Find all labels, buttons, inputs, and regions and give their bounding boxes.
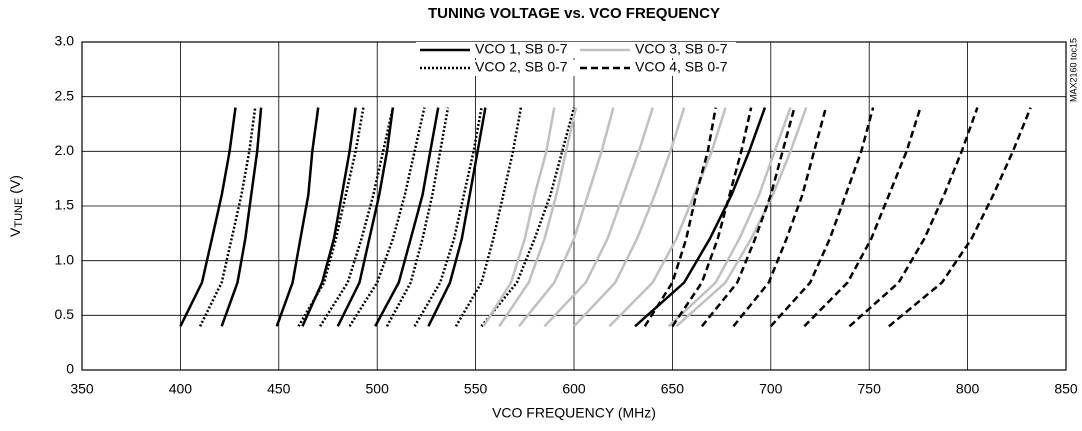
x-tick-label: 700 — [759, 381, 783, 397]
legend-label: VCO 4, SB 0-7 — [635, 59, 728, 75]
x-tick-label: 400 — [169, 381, 193, 397]
y-label-unit: (V) — [7, 175, 23, 194]
legend-label: VCO 2, SB 0-7 — [475, 59, 568, 75]
x-tick-label: 350 — [70, 381, 94, 397]
x-tick-label: 850 — [1054, 381, 1078, 397]
legend-label: VCO 3, SB 0-7 — [635, 41, 728, 57]
x-tick-label: 750 — [858, 381, 882, 397]
x-tick-label: 500 — [366, 381, 390, 397]
x-axis-label: VCO FREQUENCY (MHz) — [492, 405, 656, 421]
y-tick-label: 0.5 — [55, 306, 75, 322]
y-label-main: V — [7, 227, 23, 237]
y-tick-label: 1.5 — [55, 197, 75, 213]
series-line — [179, 107, 767, 328]
legend-bg — [576, 42, 736, 58]
legend-bg — [576, 60, 736, 76]
y-axis-label: VTUNE (V) — [7, 175, 25, 237]
y-tick-label: 2.5 — [55, 87, 75, 103]
legend-label: VCO 1, SB 0-7 — [475, 41, 568, 57]
series-line — [198, 107, 576, 328]
x-tick-label: 450 — [267, 381, 291, 397]
legend-bg — [416, 42, 576, 58]
series-line — [643, 107, 1032, 328]
side-note: MAX2160 toc15 — [1068, 38, 1078, 102]
y-tick-label: 1.0 — [55, 251, 75, 267]
x-tick-label: 800 — [956, 381, 980, 397]
x-tick-label: 650 — [661, 381, 685, 397]
y-label-sub: TUNE — [13, 198, 25, 228]
chart-title: TUNING VOLTAGE vs. VCO FREQUENCY — [428, 5, 720, 22]
y-tick-label: 2.0 — [55, 142, 75, 158]
y-tick-label: 3.0 — [55, 33, 75, 49]
legend-bg — [416, 60, 576, 76]
x-tick-label: 550 — [464, 381, 488, 397]
series-line — [482, 107, 808, 328]
x-tick-label: 600 — [562, 381, 586, 397]
y-tick-label: 0 — [66, 361, 74, 377]
